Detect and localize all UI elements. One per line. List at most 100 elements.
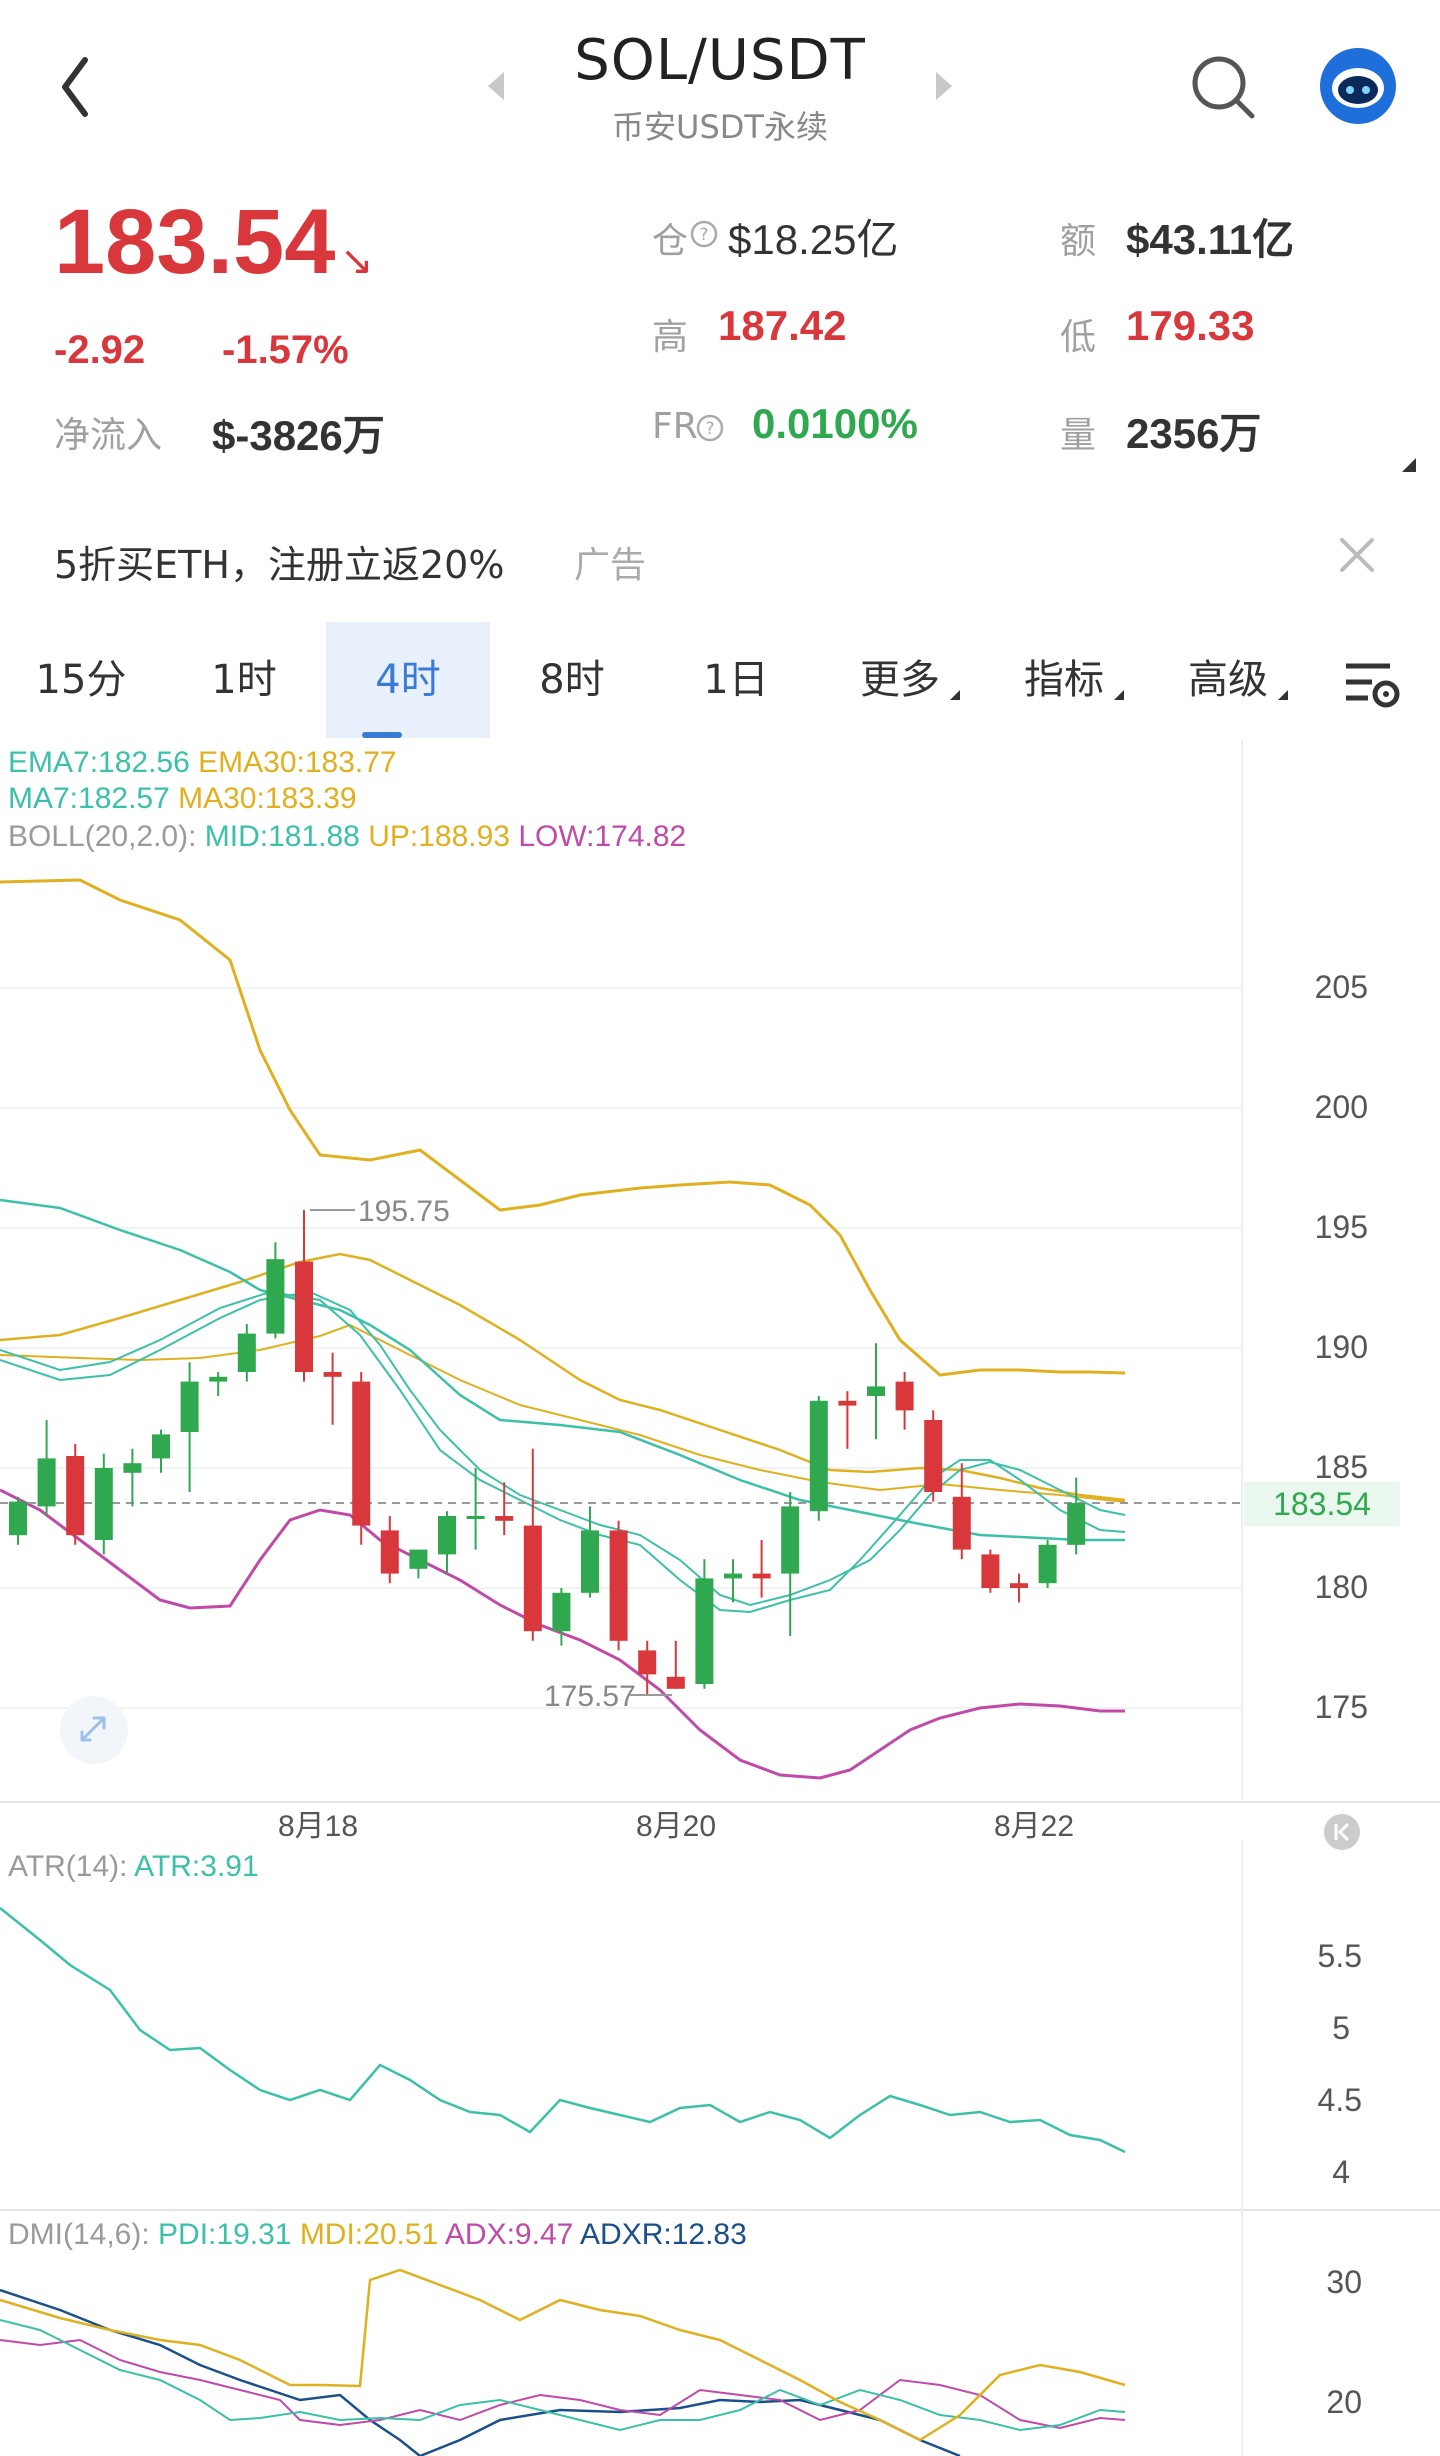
dropdown-caret-icon [950,690,960,700]
mdi-legend: MDI:20.51 [299,2218,439,2251]
help-icon[interactable]: ? [690,220,718,248]
candle-body[interactable] [895,1381,914,1411]
tab-more[interactable]: 更多 [860,657,940,703]
candle-body[interactable] [867,1386,885,1396]
y-tick: 180 [1315,1569,1368,1605]
price-change: -2.92 [54,328,146,372]
candle-body[interactable] [809,1400,828,1512]
candle-body[interactable] [66,1456,85,1536]
candle-body[interactable] [695,1578,714,1684]
turnover-label: 额 [1060,221,1097,262]
dropdown-caret-icon [1278,690,1288,700]
ad-text[interactable]: 5折买ETH，注册立返20% [54,543,505,587]
high-annotation: 195.75 [358,1195,450,1228]
candle-body[interactable] [152,1434,170,1459]
candle-body[interactable] [981,1554,1000,1588]
low-label: 低 [1060,317,1097,358]
svg-text:?: ? [699,225,708,245]
candle-body[interactable] [380,1530,399,1574]
candle-body[interactable] [9,1501,27,1536]
pdi-legend: PDI:19.31 [158,2218,292,2251]
kline-chart[interactable]: 195.75 175.57 205 200 195 190 185 180 17… [0,740,1440,2456]
netflow-label: 净流入 [54,415,163,456]
tab-advanced[interactable]: 高级 [1188,657,1268,703]
candle-body[interactable] [1010,1583,1028,1588]
candle-body[interactable] [209,1376,228,1382]
close-icon[interactable] [1332,530,1382,580]
dmi-legend-name: DMI(14,6): [8,2218,150,2251]
candle-body[interactable] [609,1530,628,1641]
boll-mid-legend: MID:181.88 [204,820,360,853]
candle-body[interactable] [352,1381,371,1526]
candle-body[interactable] [952,1496,971,1550]
ema7-legend: EMA7:182.56 [8,746,190,779]
candle-body[interactable] [581,1530,599,1593]
ma7-legend: MA7:182.57 [8,782,170,815]
oi-label: 仓 [652,221,689,262]
candle-body[interactable] [752,1573,771,1579]
prev-symbol-icon[interactable] [488,72,504,100]
high-value: 187.42 [718,302,847,349]
atr-y-tick: 4 [1332,2154,1350,2190]
candle-body[interactable] [266,1259,285,1334]
y-tick: 200 [1315,1089,1368,1125]
active-tab-indicator [362,732,402,738]
candle-body[interactable] [781,1506,800,1574]
candle-body[interactable] [495,1516,514,1521]
ad-tag: 广告 [574,545,647,586]
volume-value: 2356万 [1126,410,1262,457]
tab-15m[interactable]: 15分 [35,657,127,703]
y-tick: 190 [1315,1329,1368,1365]
candle-body[interactable] [523,1525,542,1632]
candle-body[interactable] [409,1549,428,1569]
candle-body[interactable] [1067,1503,1086,1545]
candle-body[interactable] [438,1516,456,1555]
boll-low-legend: LOW:174.82 [518,820,687,853]
candle-body[interactable] [295,1261,313,1372]
tab-indicators[interactable]: 指标 [1024,657,1104,703]
tab-1d[interactable]: 1日 [703,657,769,703]
fullscreen-icon[interactable] [60,1696,128,1764]
scroll-to-latest-icon[interactable] [1324,1814,1360,1850]
candle-body[interactable] [94,1468,113,1540]
volume-label: 量 [1060,415,1097,456]
low-annotation: 175.57 [544,1680,636,1713]
chart-settings-icon[interactable] [1342,656,1402,712]
price-down-arrow-icon: ↘ [340,238,374,284]
y-tick: 195 [1315,1209,1368,1245]
candle-body[interactable] [237,1333,256,1372]
candle-body[interactable] [1038,1544,1057,1584]
back-icon[interactable] [55,52,115,122]
candle-body[interactable] [838,1400,857,1406]
candle-body[interactable] [924,1420,943,1492]
ema30-legend: EMA30:183.77 [198,746,397,779]
candle-body[interactable] [123,1463,142,1473]
assistant-bot-icon[interactable] [1318,46,1398,126]
candle-body[interactable] [466,1516,485,1519]
tab-1h[interactable]: 1时 [211,657,277,703]
boll-up-legend: UP:188.93 [368,820,510,853]
y-tick: 185 [1315,1449,1368,1485]
candle-body[interactable] [323,1372,342,1377]
dmi-y-tick: 30 [1326,2264,1362,2300]
dmi-y-tick: 20 [1326,2384,1362,2420]
page-title: SOL/USDT [574,28,866,93]
candle-body[interactable] [552,1592,571,1632]
search-icon[interactable] [1188,52,1258,122]
expand-stats-icon[interactable] [1402,458,1416,472]
x-tick: 8月18 [278,1810,358,1843]
candle-body[interactable] [37,1458,56,1507]
candle-body[interactable] [638,1650,657,1675]
candle-body[interactable] [724,1573,742,1579]
help-icon[interactable]: ? [696,414,724,442]
candle-body[interactable] [666,1676,685,1689]
tab-4h[interactable]: 4时 [326,622,490,738]
atr-y-tick: 5.5 [1318,1938,1362,1974]
candle-body[interactable] [180,1381,199,1432]
fr-value: 0.0100% [752,400,918,447]
adxr-legend: ADXR:12.83 [580,2218,747,2251]
atr-legend-name: ATR(14): [8,1850,128,1883]
tab-8h[interactable]: 8时 [539,657,605,703]
adx-legend: ADX:9.47 [444,2218,574,2251]
next-symbol-icon[interactable] [936,72,952,100]
